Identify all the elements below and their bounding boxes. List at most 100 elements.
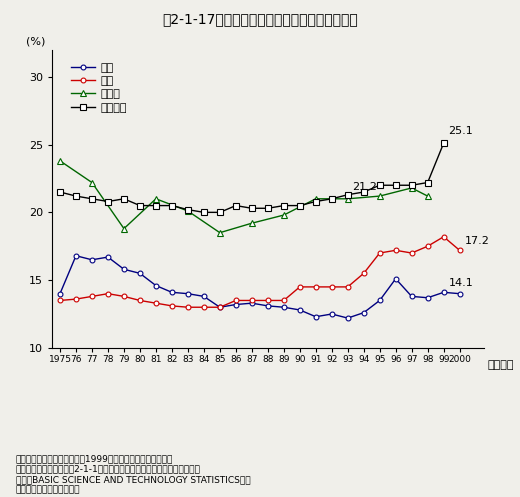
- ドイツ: [376, 193, 383, 199]
- 米国: [409, 250, 415, 256]
- 日本: [265, 303, 271, 309]
- 米国: [329, 284, 335, 290]
- 米国: [313, 284, 319, 290]
- ドイツ: [89, 179, 95, 185]
- 日本: [424, 295, 431, 301]
- ドイツ: [217, 230, 223, 236]
- Text: 17.2: 17.2: [464, 236, 489, 246]
- 米国: [296, 284, 303, 290]
- フランス: [360, 189, 367, 195]
- 日本: [233, 302, 239, 308]
- 米国: [233, 298, 239, 304]
- 米国: [281, 298, 287, 304]
- 米国: [169, 303, 175, 309]
- Line: 日本: 日本: [58, 253, 462, 321]
- 日本: [137, 270, 143, 276]
- 日本: [153, 283, 159, 289]
- 日本: [440, 289, 447, 295]
- 米国: [185, 304, 191, 310]
- 日本: [345, 315, 351, 321]
- ドイツ: [281, 212, 287, 218]
- 日本: [296, 307, 303, 313]
- フランス: [393, 182, 399, 188]
- 米国: [457, 248, 463, 253]
- 日本: [105, 254, 111, 260]
- ドイツ: [121, 226, 127, 232]
- Text: （年度）: （年度）: [488, 360, 514, 370]
- フランス: [376, 182, 383, 188]
- フランス: [217, 209, 223, 215]
- 米国: [249, 298, 255, 304]
- 日本: [376, 298, 383, 304]
- フランス: [345, 192, 351, 198]
- フランス: [440, 140, 447, 146]
- 米国: [73, 296, 79, 302]
- ドイツ: [185, 208, 191, 214]
- 日本: [169, 289, 175, 295]
- フランス: [409, 182, 415, 188]
- 日本: [217, 304, 223, 310]
- 日本: [457, 291, 463, 297]
- ドイツ: [409, 185, 415, 191]
- フランス: [296, 203, 303, 209]
- 米国: [217, 304, 223, 310]
- 日本: [185, 291, 191, 297]
- 日本: [409, 293, 415, 299]
- 日本: [201, 293, 207, 299]
- フランス: [265, 205, 271, 211]
- フランス: [73, 193, 79, 199]
- Text: 25.1: 25.1: [448, 126, 473, 137]
- 米国: [376, 250, 383, 256]
- 米国: [360, 270, 367, 276]
- 日本: [281, 304, 287, 310]
- Text: 注）米国は暦年の値であり、1999年度以降は暫定値である。
資料：日本及び米国は第2-1-1図に同じ。ドイツ及びフランスはＯＥＣＤ
　　「BASIC SCIEN: 注）米国は暦年の値であり、1999年度以降は暫定値である。 資料：日本及び米国は…: [16, 454, 250, 495]
- 日本: [121, 266, 127, 272]
- Line: フランス: フランス: [57, 141, 446, 215]
- Line: ドイツ: ドイツ: [57, 158, 431, 236]
- 米国: [105, 291, 111, 297]
- 米国: [440, 234, 447, 240]
- 日本: [57, 291, 63, 297]
- フランス: [281, 203, 287, 209]
- フランス: [313, 198, 319, 204]
- Text: (%): (%): [26, 37, 45, 47]
- フランス: [89, 196, 95, 202]
- フランス: [201, 209, 207, 215]
- 米国: [121, 293, 127, 299]
- フランス: [121, 196, 127, 202]
- フランス: [424, 179, 431, 185]
- Text: 21.2: 21.2: [353, 182, 378, 192]
- Line: 米国: 米国: [58, 234, 462, 310]
- ドイツ: [424, 193, 431, 199]
- 米国: [57, 298, 63, 304]
- ドイツ: [57, 158, 63, 164]
- 米国: [201, 304, 207, 310]
- Legend: 日本, 米国, ドイツ, フランス: 日本, 米国, ドイツ, フランス: [66, 58, 132, 117]
- フランス: [169, 203, 175, 209]
- Text: 第2-1-17図　主要国の基礎研究費の割合の推移: 第2-1-17図 主要国の基礎研究費の割合の推移: [162, 12, 358, 26]
- 日本: [249, 300, 255, 306]
- Text: 14.1: 14.1: [448, 278, 473, 288]
- 日本: [89, 257, 95, 263]
- 米国: [153, 300, 159, 306]
- ドイツ: [153, 196, 159, 202]
- フランス: [185, 207, 191, 213]
- 米国: [89, 293, 95, 299]
- フランス: [249, 205, 255, 211]
- 米国: [265, 298, 271, 304]
- ドイツ: [345, 196, 351, 202]
- ドイツ: [249, 220, 255, 226]
- フランス: [233, 203, 239, 209]
- ドイツ: [313, 196, 319, 202]
- フランス: [153, 203, 159, 209]
- 日本: [360, 310, 367, 316]
- 米国: [393, 248, 399, 253]
- 米国: [345, 284, 351, 290]
- 日本: [329, 311, 335, 317]
- フランス: [105, 198, 111, 204]
- 米国: [137, 298, 143, 304]
- 日本: [313, 314, 319, 320]
- フランス: [137, 203, 143, 209]
- 米国: [424, 243, 431, 249]
- 日本: [73, 253, 79, 259]
